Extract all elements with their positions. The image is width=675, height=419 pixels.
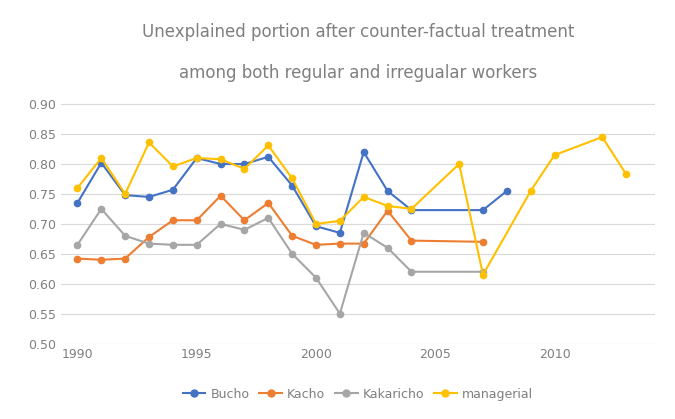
managerial (622, 172, 630, 177)
Kakaricho (192, 242, 200, 247)
managerial (479, 272, 487, 277)
Kakaricho (74, 242, 82, 247)
Kakaricho (145, 241, 153, 246)
managerial (217, 157, 225, 162)
Bucho (335, 230, 344, 235)
Bucho (264, 154, 272, 159)
Kacho (240, 218, 248, 223)
Kacho (264, 200, 272, 205)
Bucho (240, 161, 248, 166)
Kacho (169, 218, 177, 223)
Bucho (192, 155, 200, 160)
managerial (169, 164, 177, 169)
Kakaricho (383, 245, 392, 250)
managerial (121, 191, 129, 197)
Bucho (169, 187, 177, 192)
Bucho (312, 224, 320, 229)
Kakaricho (169, 242, 177, 247)
managerial (192, 155, 200, 160)
managerial (598, 134, 606, 140)
Bucho (408, 207, 416, 212)
Kacho (145, 235, 153, 240)
Bucho (74, 200, 82, 205)
Kacho (383, 208, 392, 213)
managerial (383, 203, 392, 208)
Kakaricho (240, 228, 248, 233)
Kacho (217, 193, 225, 198)
Kakaricho (264, 215, 272, 220)
Kacho (408, 238, 416, 243)
managerial (145, 140, 153, 145)
managerial (97, 155, 105, 160)
managerial (455, 161, 463, 166)
Kakaricho (408, 269, 416, 274)
Bucho (121, 193, 129, 198)
Kacho (192, 218, 200, 223)
managerial (288, 176, 296, 181)
Line: managerial: managerial (74, 134, 629, 278)
Kakaricho (121, 233, 129, 238)
Bucho (217, 161, 225, 166)
Kacho (74, 256, 82, 261)
managerial (526, 189, 535, 194)
Kakaricho (288, 251, 296, 256)
Bucho (383, 189, 392, 194)
Bucho (288, 183, 296, 188)
Kakaricho (335, 311, 344, 316)
Kacho (360, 241, 368, 246)
managerial (264, 143, 272, 148)
managerial (360, 194, 368, 199)
Kakaricho (217, 221, 225, 226)
Kacho (479, 239, 487, 244)
managerial (551, 153, 559, 158)
managerial (335, 218, 344, 223)
Kacho (288, 233, 296, 238)
Legend: Bucho, Kacho, Kakaricho, managerial: Bucho, Kacho, Kakaricho, managerial (178, 383, 537, 406)
Kakaricho (360, 230, 368, 235)
Bucho (145, 194, 153, 199)
Bucho (503, 189, 511, 194)
managerial (312, 221, 320, 226)
Kakaricho (97, 207, 105, 212)
managerial (74, 186, 82, 191)
Kacho (121, 256, 129, 261)
Kacho (335, 241, 344, 246)
Bucho (479, 207, 487, 212)
Bucho (97, 160, 105, 166)
Line: Bucho: Bucho (74, 149, 510, 236)
Kacho (97, 257, 105, 262)
Bucho (360, 150, 368, 155)
managerial (408, 207, 416, 212)
Line: Kakaricho: Kakaricho (74, 206, 486, 317)
Title: Unexplained portion after counter-factual treatment

among both regular and irre: Unexplained portion after counter-factua… (142, 23, 574, 82)
Line: Kacho: Kacho (74, 193, 486, 263)
Kakaricho (312, 275, 320, 280)
Kacho (312, 242, 320, 247)
managerial (240, 166, 248, 171)
Kakaricho (479, 269, 487, 274)
